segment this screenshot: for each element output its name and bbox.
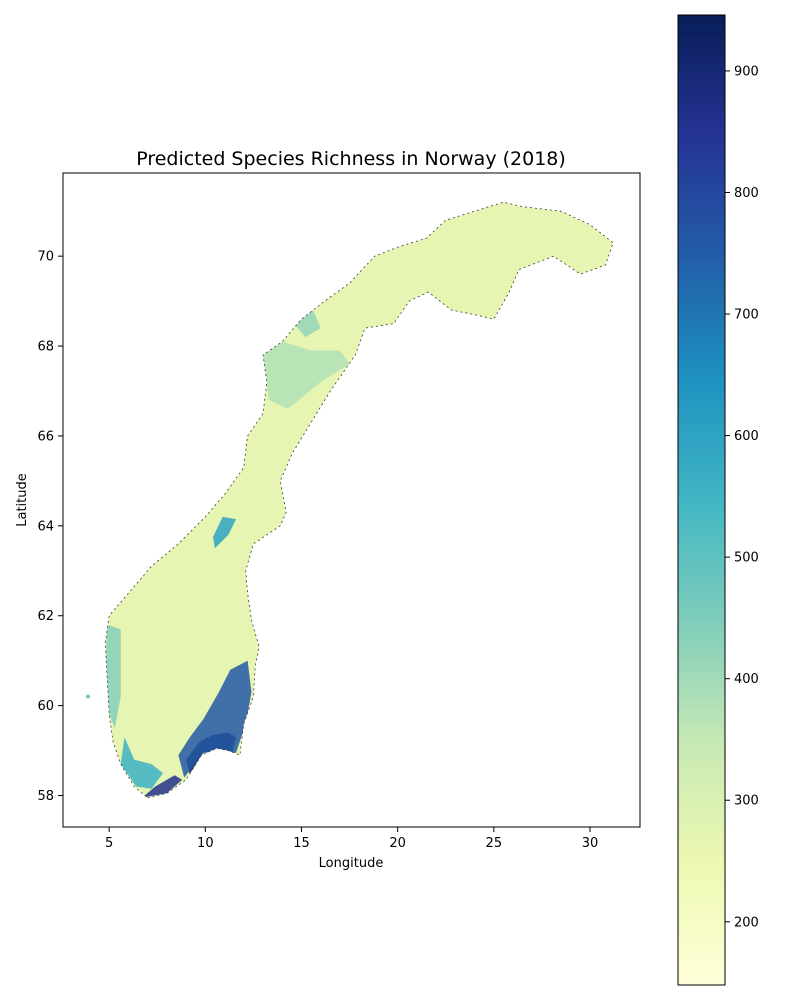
richness-bands: [105, 305, 350, 798]
y-tick-label: 58: [37, 789, 54, 804]
y-tick-label: 60: [37, 699, 54, 714]
map-layer: [86, 201, 614, 799]
richness-band-4: [120, 737, 163, 789]
colorbar-tick-label: 600: [734, 429, 759, 444]
colorbar-tick-label: 300: [734, 794, 759, 809]
colorbar: 200 300 400 500 600 700 800 900: [677, 14, 759, 986]
colorbar-tick-label: 700: [734, 308, 759, 323]
colorbar-tick-label: 500: [734, 551, 759, 566]
map-axes: 5 10 15 20 25 30 58 60 62 64 66 68 70: [37, 172, 641, 851]
norway-land: [105, 202, 614, 798]
chart-title: Predicted Species Richness in Norway (20…: [136, 148, 566, 170]
x-tick-label: 15: [293, 836, 310, 851]
y-axis-label: Latitude: [15, 473, 30, 527]
y-tick-label: 68: [37, 340, 54, 355]
y-tick-label: 70: [37, 250, 54, 265]
colorbar-tick-label: 800: [734, 186, 759, 201]
richness-band-3: [141, 775, 183, 798]
colorbar-tick-label: 200: [734, 915, 759, 930]
x-axis-ticks: 5 10 15 20 25 30: [105, 827, 598, 851]
y-tick-label: 64: [37, 519, 54, 534]
coastline: [104, 201, 614, 799]
y-tick-label: 66: [37, 429, 54, 444]
x-tick-label: 10: [197, 836, 214, 851]
x-tick-label: 20: [389, 836, 406, 851]
y-axis-ticks: 58 60 62 64 66 68 70: [37, 250, 63, 804]
colorbar-ticks: 200 300 400 500 600 700 800 900: [725, 64, 759, 930]
x-tick-label: 25: [486, 836, 503, 851]
x-tick-label: 5: [105, 836, 113, 851]
colorbar-tick-label: 400: [734, 672, 759, 687]
richness-band-6: [105, 624, 121, 729]
colorbar-gradient: [677, 14, 726, 986]
richness-band-8: [263, 341, 350, 409]
y-tick-label: 62: [37, 609, 54, 624]
richness-band-5: [213, 516, 237, 549]
richness-band-2: [178, 660, 252, 778]
x-axis-label: Longitude: [319, 856, 384, 871]
outlier-point-1: [86, 694, 91, 699]
colorbar-tick-label: 900: [734, 64, 759, 79]
x-tick-label: 30: [582, 836, 599, 851]
